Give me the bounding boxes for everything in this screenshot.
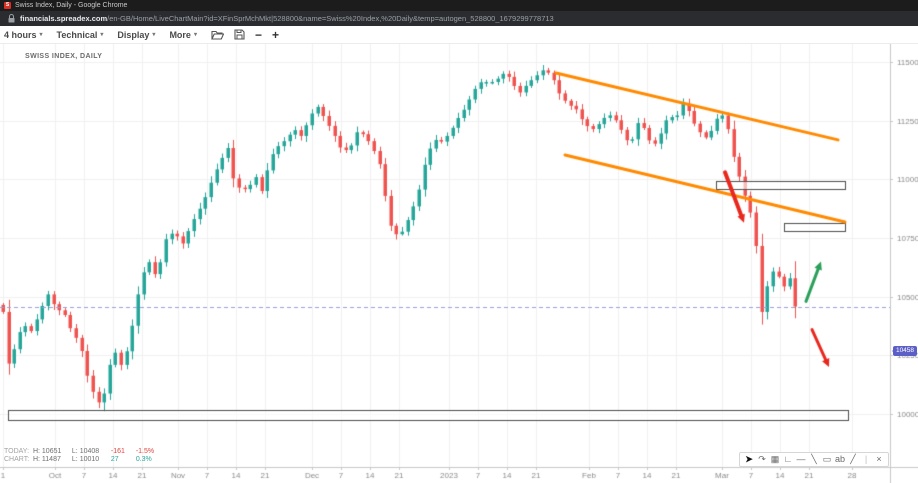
menu-timeframe[interactable]: 4 hours ▾ <box>4 30 43 40</box>
chart-high: H: 11487 <box>32 456 61 463</box>
pointer-tool-icon[interactable]: ➤ <box>745 454 753 464</box>
chevron-down-icon: ▾ <box>152 32 156 38</box>
menu-more[interactable]: More ▾ <box>169 30 197 40</box>
rectangle-tool-icon[interactable]: ▭ <box>822 454 832 464</box>
horizontal-line-tool-icon[interactable]: — <box>796 454 806 464</box>
price-status-panel: TODAY: H: 10651 L: 10408 -161 -1.5% CHAR… <box>4 448 154 464</box>
zoom-out-button[interactable]: − <box>254 27 262 42</box>
open-chart-button[interactable] <box>211 30 224 40</box>
menu-display[interactable]: Display ▾ <box>117 30 155 40</box>
separator: | <box>864 454 868 464</box>
status-label: CHART: <box>4 456 30 463</box>
status-label: TODAY: <box>4 448 30 455</box>
status-row-chart: CHART: H: 11487 L: 10010 27 0.3% <box>4 456 154 464</box>
menu-display-label: Display <box>117 29 150 40</box>
chart-change: 27 <box>110 456 119 463</box>
site-favicon-icon: S <box>4 2 11 9</box>
symbol-label: SWISS INDEX, DAILY <box>25 53 103 60</box>
menu-technical-label: Technical <box>56 29 98 40</box>
lock-icon <box>8 14 15 23</box>
chart-change-pct: 0.3% <box>135 456 152 463</box>
url-text[interactable]: financials.spreadex.com/en-GB/Home/LiveC… <box>20 14 554 23</box>
delete-tool-icon[interactable]: × <box>876 454 882 464</box>
window-title-bar: S Swiss Index, Daily - Google Chrome <box>0 0 918 11</box>
today-change-pct: -1.5% <box>135 448 155 455</box>
chevron-down-icon: ▾ <box>39 32 43 38</box>
last-price-badge: 10458 <box>892 345 917 356</box>
ray-tool-icon[interactable]: ╱ <box>850 454 856 464</box>
menu-more-label: More <box>169 29 191 40</box>
menu-technical[interactable]: Technical ▾ <box>57 30 104 40</box>
axes-tool-icon[interactable]: ∟ <box>783 454 793 464</box>
address-bar[interactable]: financials.spreadex.com/en-GB/Home/LiveC… <box>0 11 918 26</box>
today-high: H: 10651 <box>32 448 62 455</box>
save-floppy-icon <box>234 29 245 40</box>
url-path: /en-GB/Home/LiveChartMain?id=XFinSprMchM… <box>107 14 554 23</box>
save-chart-button[interactable] <box>234 29 245 40</box>
today-low: L: 10408 <box>71 448 100 455</box>
price-chart-canvas[interactable] <box>0 44 918 483</box>
grid-tool-icon[interactable]: ▦ <box>770 454 780 464</box>
text-tool-icon[interactable]: ab <box>835 454 846 464</box>
menu-timeframe-label: 4 hours <box>4 29 37 40</box>
curve-arrow-tool-icon[interactable]: ↷ <box>758 454 766 464</box>
window-title: Swiss Index, Daily - Google Chrome <box>15 2 128 9</box>
folder-open-icon <box>211 30 224 40</box>
zoom-in-button[interactable]: + <box>271 27 279 42</box>
trendline-tool-icon[interactable]: ╲ <box>811 454 817 464</box>
url-domain: financials.spreadex.com <box>20 14 108 23</box>
chevron-down-icon: ▾ <box>193 32 197 38</box>
chart-low: L: 10010 <box>71 456 100 463</box>
chevron-down-icon: ▾ <box>100 32 104 38</box>
chart-area: SWISS INDEX, DAILY TODAY: H: 10651 L: 10… <box>0 44 918 483</box>
today-change: -161 <box>110 448 125 455</box>
drawing-toolbar: ➤ ↷ ▦ ∟ — ╲ ▭ ab ╱ | × <box>739 452 889 467</box>
chart-toolbar: 4 hours ▾ Technical ▾ Display ▾ More ▾ − + <box>0 26 918 44</box>
status-row-today: TODAY: H: 10651 L: 10408 -161 -1.5% <box>4 448 154 456</box>
